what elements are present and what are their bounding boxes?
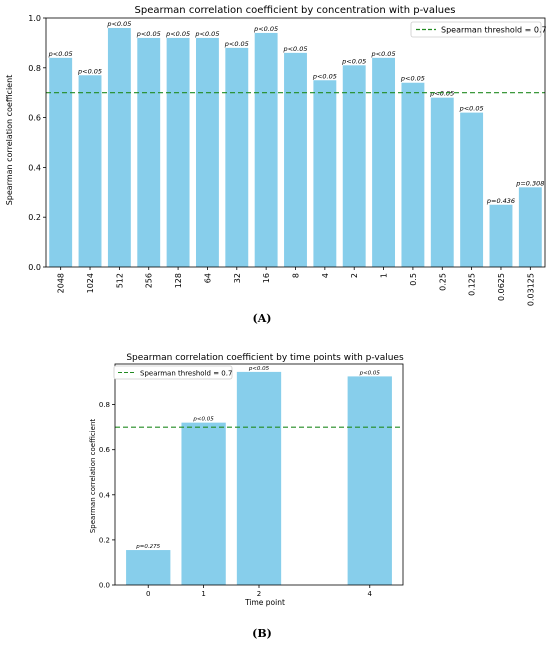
chart-b-x-tick-label-2: 2 [257,590,261,598]
chart-a-bar-6 [225,47,249,267]
chart-b-legend: Spearman threshold = 0.7 [113,365,233,380]
chart-b-p-label-0: p=0.275 [135,544,160,550]
chart-a-bar-3 [137,37,161,267]
chart-a-bar-12 [401,82,425,268]
chart-a-y-tick-label-5: 1.0 [28,14,41,23]
chart-b-bar-2 [236,371,282,585]
chart-a-bar-5 [195,37,219,267]
chart-a-x-tick-label-12: 0.5 [409,273,418,286]
chart-a-p-label-15: p=0.436 [486,197,515,205]
chart-a-p-label-13: p<0.05 [429,90,454,98]
chart-a-legend-box [410,21,542,38]
chart-a-x-tick-label-5: 64 [203,273,212,283]
chart-b-xlabel: Time point [244,598,285,607]
chart-a-p-label-14: p<0.05 [459,105,484,113]
chart-a-x-tick-label-10: 2 [350,273,359,278]
chart-a-p-label-7: p<0.05 [253,25,278,33]
chart-a-legend-label: Spearman threshold = 0.7 [441,26,547,35]
chart-a-p-label-11: p<0.05 [371,50,396,58]
chart-b-x-tick-label-0: 0 [146,590,150,598]
chart-b-y-tick-label-3: 0.6 [99,446,111,454]
chart-a-p-label-0: p<0.05 [48,50,73,58]
chart-b-x-tick-label-3: 4 [368,590,373,598]
chart-a-bars [49,27,542,268]
chart-a-p-label-6: p<0.05 [224,40,249,48]
chart-a-y-axis: 0.0 0.2 0.4 0.6 0.8 1.0 [28,14,46,272]
chart-a-legend: Spearman threshold = 0.7 [410,21,547,38]
chart-a-x-tick-label-8: 8 [292,273,301,278]
chart-a-title: Spearman correlation coefficient by conc… [135,5,456,16]
chart-a-caption: (A) [253,312,272,325]
chart-b-bars [126,371,392,585]
chart-b-y-tick-label-2: 0.4 [99,491,111,499]
chart-a-bar-14 [460,112,484,268]
chart-a-y-tick-label-2: 0.4 [28,163,41,172]
chart-a-x-tick-label-9: 4 [321,273,330,278]
chart-a-p-label-2: p<0.05 [106,20,131,28]
chart-a-x-tick-label-6: 32 [233,273,242,283]
chart-a-p-labels: p<0.05 p<0.05 p<0.05 p<0.05 p<0.05 p<0.05 p<0.… [48,20,545,205]
chart-a-bar-7 [254,32,278,267]
chart-a-y-tick-label-1: 0.2 [28,213,41,222]
chart-a: Spearman correlation coefficient by conc… [5,5,547,325]
chart-b-x-axis: 0 1 2 4 [146,585,373,598]
chart-a-y-tick-label-4: 0.8 [28,64,41,73]
chart-b-title: Spearman correlation coefficient by time… [126,353,404,363]
chart-a-x-tick-label-0: 2048 [57,273,66,293]
chart-a-x-tick-label-1: 1024 [86,273,95,293]
chart-b-bar-1 [181,422,226,585]
chart-b-caption: (B) [252,627,272,640]
chart-a-bar-11 [372,57,396,268]
chart-b-bar-0 [126,550,171,585]
chart-a-bar-13 [430,97,454,268]
chart-a-ylabel: Spearman correlation coefficient [5,75,14,206]
chart-b: Spearman correlation coefficient by time… [89,353,404,640]
chart-a-p-label-5: p<0.05 [194,30,219,38]
chart-a-x-tick-label-16: 0.03125 [526,273,535,306]
chart-a-x-tick-label-2: 512 [115,273,124,288]
chart-a-p-label-10: p<0.05 [341,57,366,65]
chart-a-x-tick-label-13: 0.25 [438,273,447,291]
chart-a-bar-9 [313,80,337,267]
chart-b-bar-3 [347,376,392,585]
chart-a-x-tick-label-14: 0.125 [468,273,477,296]
chart-a-y-tick-label-0: 0.0 [28,263,41,272]
chart-a-p-label-4: p<0.05 [165,30,190,38]
chart-a-x-tick-label-15: 0.0625 [497,273,506,301]
chart-b-y-tick-label-1: 0.2 [99,536,110,544]
chart-a-bar-8 [284,52,307,267]
chart-a-x-tick-label-11: 1 [380,273,389,278]
chart-a-bar-16 [518,187,542,267]
chart-a-x-tick-label-4: 128 [174,273,183,288]
chart-a-bar-15 [489,204,513,267]
chart-a-bar-1 [78,75,102,268]
chart-a-x-axis: 2048 1024 512 256 128 64 32 16 8 4 2 1 0.5 0.25 0.125 0… [57,267,535,306]
chart-b-p-label-2: p<0.05 [248,366,270,372]
chart-a-bar-0 [49,57,73,268]
chart-a-bar-2 [107,27,131,268]
chart-a-p-label-8: p<0.05 [282,45,307,53]
chart-b-legend-box [113,365,233,380]
chart-a-p-label-1: p<0.05 [77,67,102,75]
chart-b-ylabel: Spearman correlation coefficient [89,419,97,534]
chart-b-x-tick-label-1: 1 [201,590,205,598]
chart-b-y-tick-label-0: 0.0 [99,582,110,590]
chart-a-bar-4 [166,37,190,267]
chart-a-x-tick-label-3: 256 [145,273,154,288]
chart-a-p-label-9: p<0.05 [312,72,337,80]
chart-b-p-label-3: p<0.05 [359,370,381,376]
chart-a-p-label-3: p<0.05 [136,30,161,38]
chart-b-y-axis: 0.0 0.2 0.4 0.6 0.8 [99,401,115,590]
chart-b-p-labels: p=0.275 p<0.05 p<0.05 p<0.05 [135,366,380,550]
chart-b-p-label-1: p<0.05 [192,417,214,423]
chart-a-bar-10 [342,65,366,267]
chart-a-y-tick-label-3: 0.6 [28,114,41,123]
chart-a-p-label-12: p<0.05 [400,75,425,83]
chart-a-x-tick-label-7: 16 [262,273,271,283]
chart-a-p-label-16: p=0.308 [515,179,544,187]
chart-b-y-tick-label-4: 0.8 [99,401,110,409]
chart-b-legend-label: Spearman threshold = 0.7 [140,370,232,378]
